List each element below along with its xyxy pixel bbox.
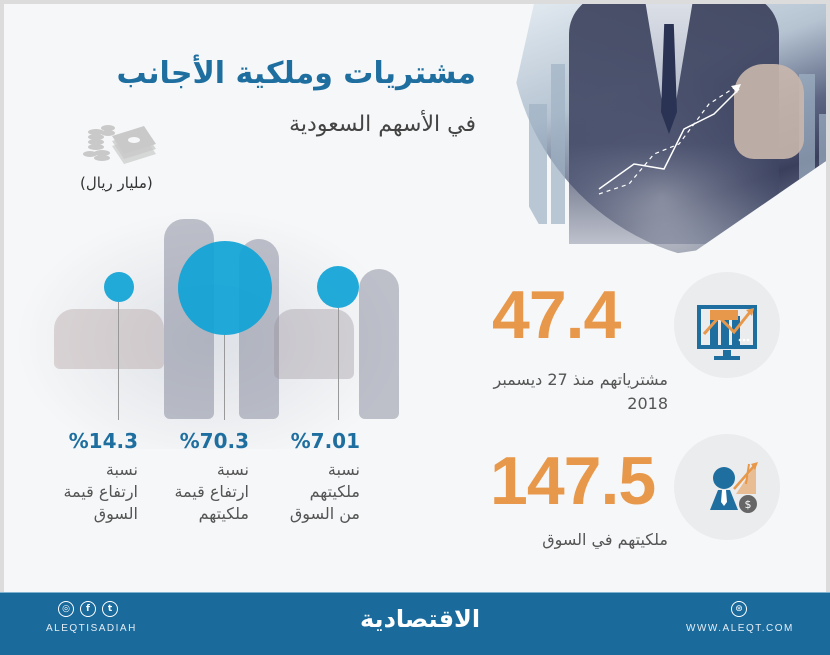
pct-ownership-rise-label: نسبة ارتفاع قيمة ملكيتهم — [174, 460, 249, 523]
monitor-chart-icon — [697, 305, 757, 360]
stat-ownership-label: ملكيتهم في السوق — [542, 530, 668, 549]
globe-icon: ⊛ — [731, 601, 747, 617]
stat-purchases-label: مشترياتهم منذ 27 ديسمبر 2018 — [493, 370, 668, 413]
stat-purchases-value: 47.4 — [492, 277, 621, 353]
website-link[interactable]: WWW.ALEQT.COM — [686, 623, 794, 634]
businessman-hero-image — [509, 4, 826, 264]
stat-icon-circle — [674, 272, 780, 378]
bubble-market-rise — [104, 272, 134, 302]
trend-line-icon — [598, 84, 741, 195]
crowd-silhouette — [54, 309, 164, 369]
bubble-ownership-share — [317, 266, 359, 308]
pct-ownership-rise: %70.3 — [179, 429, 249, 453]
city-building — [551, 64, 565, 224]
bubble-stem — [118, 302, 119, 420]
money-stack-icon — [83, 125, 156, 164]
instagram-icon[interactable]: ◎ — [58, 601, 74, 617]
page-subtitle: في الأسهم السعودية — [289, 112, 476, 137]
footer-bar: ◎ f t ALEQTISADIAH الاقتصادية ⊛ WWW.ALEQ… — [0, 592, 830, 655]
infographic-panel: مشتريات وملكية الأجانب في الأسهم السعودي… — [4, 4, 826, 592]
social-handle[interactable]: ALEQTISADIAH — [46, 623, 137, 634]
brand-logo: الاقتصادية — [360, 605, 481, 633]
stat-icon-circle: $ — [674, 434, 780, 540]
investor-dollar-icon: $ — [710, 462, 758, 513]
bubble-stem — [224, 335, 225, 420]
twitter-icon[interactable]: t — [102, 601, 118, 617]
city-building — [529, 104, 547, 224]
hand-with-pen — [734, 64, 804, 159]
svg-text:$: $ — [745, 498, 752, 511]
pct-market-rise: %14.3 — [68, 429, 138, 453]
facebook-icon[interactable]: f — [80, 601, 96, 617]
pct-market-rise-label: نسبة ارتفاع قيمة السوق — [63, 460, 138, 523]
bubble-ownership-rise — [178, 241, 272, 335]
crowd-silhouette — [274, 309, 354, 379]
page-title: مشتريات وملكية الأجانب — [116, 56, 476, 91]
bubble-stem — [338, 308, 339, 420]
unit-label: (مليار ريال) — [80, 174, 153, 192]
pct-ownership-share-label: نسبة ملكيتهم من السوق — [289, 460, 360, 523]
stat-ownership-value: 147.5 — [490, 443, 656, 519]
person-silhouette — [359, 269, 399, 419]
tie — [661, 24, 677, 134]
pct-ownership-share: %7.01 — [290, 429, 360, 453]
social-icons: ◎ f t — [58, 601, 118, 617]
